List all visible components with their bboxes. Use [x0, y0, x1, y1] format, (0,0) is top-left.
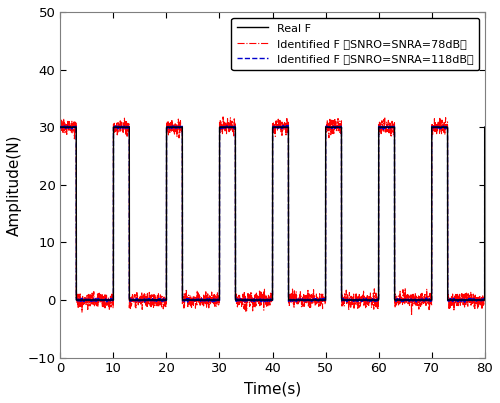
Real F: [164, 125, 170, 130]
Identified F （SNRO=SNRA=78dB）: [220, 114, 226, 119]
Real F: [100, 297, 105, 302]
Identified F （SNRO=SNRA=118dB）: [396, 298, 402, 303]
Identified F （SNRO=SNRA=78dB）: [100, 295, 105, 300]
Identified F （SNRO=SNRA=118dB）: [434, 125, 440, 130]
Identified F （SNRO=SNRA=78dB）: [396, 302, 402, 307]
Identified F （SNRO=SNRA=118dB）: [406, 297, 411, 302]
Legend: Real F, Identified F （SNRO=SNRA=78dB）, Identified F （SNRO=SNRA=118dB）: Real F, Identified F （SNRO=SNRA=78dB）, I…: [232, 17, 479, 70]
Identified F （SNRO=SNRA=78dB）: [406, 293, 411, 298]
Identified F （SNRO=SNRA=118dB）: [164, 125, 170, 129]
Real F: [406, 297, 411, 302]
Line: Identified F （SNRO=SNRA=78dB）: Identified F （SNRO=SNRA=78dB）: [60, 117, 484, 316]
Real F: [464, 297, 470, 302]
Y-axis label: Amplitude(N): Amplitude(N): [7, 134, 22, 235]
Identified F （SNRO=SNRA=118dB）: [462, 300, 468, 305]
Line: Real F: Real F: [60, 127, 484, 300]
X-axis label: Time(s): Time(s): [244, 381, 301, 396]
Real F: [396, 297, 402, 302]
Real F: [74, 297, 80, 302]
Identified F （SNRO=SNRA=78dB）: [464, 298, 470, 303]
Identified F （SNRO=SNRA=118dB）: [464, 298, 470, 303]
Real F: [482, 125, 488, 130]
Line: Identified F （SNRO=SNRA=118dB）: Identified F （SNRO=SNRA=118dB）: [60, 125, 484, 302]
Identified F （SNRO=SNRA=78dB）: [58, 122, 64, 127]
Identified F （SNRO=SNRA=78dB）: [482, 126, 488, 131]
Identified F （SNRO=SNRA=118dB）: [58, 125, 64, 130]
Real F: [58, 125, 64, 130]
Real F: [434, 125, 440, 130]
Identified F （SNRO=SNRA=118dB）: [100, 298, 105, 303]
Identified F （SNRO=SNRA=78dB）: [164, 124, 170, 129]
Identified F （SNRO=SNRA=78dB）: [434, 123, 440, 127]
Identified F （SNRO=SNRA=118dB）: [482, 123, 488, 127]
Identified F （SNRO=SNRA=78dB）: [408, 314, 414, 318]
